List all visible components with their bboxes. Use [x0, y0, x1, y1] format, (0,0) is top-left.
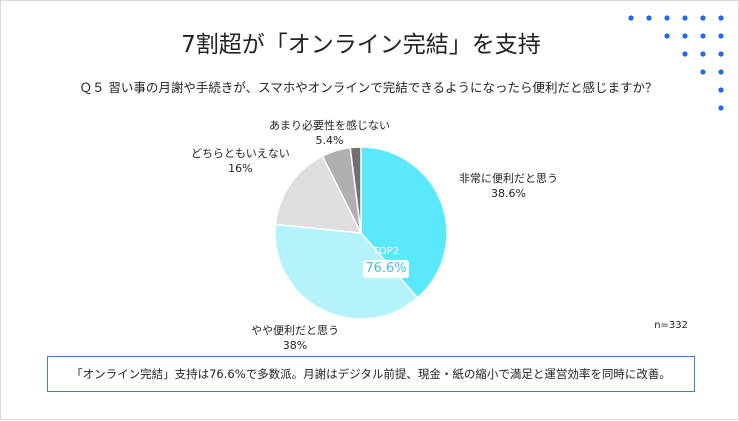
category-label: やや便利だと思う [251, 324, 339, 337]
decorative-dots [628, 15, 724, 111]
slice-very-convenient [360, 146, 448, 299]
top2-badge: TOP2 76.6% [363, 245, 409, 278]
category-label: 非常に便利だと思う [459, 172, 558, 185]
slice-label-somewhat-convenient: やや便利だと思う 38% [251, 323, 339, 353]
decor-dot [700, 15, 706, 21]
decor-dot [646, 15, 652, 21]
slice-label-not-necessary: あまり必要性を感じない 5.4% [269, 118, 390, 148]
decor-dot [664, 33, 670, 39]
decor-dot [700, 33, 706, 39]
decor-dot [628, 15, 634, 21]
decor-dot [664, 15, 670, 21]
slice-label-very-convenient: 非常に便利だと思う 38.6% [459, 171, 558, 201]
summary-box: 「オンライン完結」支持は76.6%で多数派。月謝はデジタル前提、現金・紙の縮小で… [47, 356, 695, 392]
decor-dot [682, 15, 688, 21]
decor-dot [700, 69, 706, 75]
decor-dot [682, 51, 688, 57]
page-title: 7割超が「オンライン完結」を支持 [181, 32, 541, 58]
decor-dot [718, 87, 724, 93]
value-label: 5.4% [315, 134, 344, 147]
decor-dot [718, 69, 724, 75]
decor-dot [718, 15, 724, 21]
survey-question: Ｑ５ 習い事の月謝や手続きが、スマホやオンラインで完結できるようになったら便利だ… [79, 80, 658, 95]
decor-dot [682, 33, 688, 39]
top2-value: 76.6% [363, 260, 409, 278]
summary-text: 「オンライン完結」支持は76.6%で多数派。月謝はデジタル前提、現金・紙の縮小で… [71, 367, 671, 381]
value-label: 16% [228, 162, 253, 175]
value-label: 38.6% [491, 187, 526, 200]
sample-size: n=332 [654, 320, 688, 331]
slice-remainder [349, 146, 362, 234]
value-label: 38% [282, 339, 308, 352]
slice-label-neutral: どちらともいえない 16% [191, 146, 290, 176]
slice-neutral [274, 155, 363, 234]
decor-dot [718, 105, 724, 111]
category-label: どちらともいえない [191, 147, 290, 160]
top2-label: TOP2 [372, 246, 400, 257]
decor-dot [718, 33, 724, 39]
category-label: あまり必要性を感じない [269, 119, 390, 132]
decor-dot [700, 51, 706, 57]
slice-somewhat-convenient [274, 223, 419, 320]
decor-dot [718, 51, 724, 57]
